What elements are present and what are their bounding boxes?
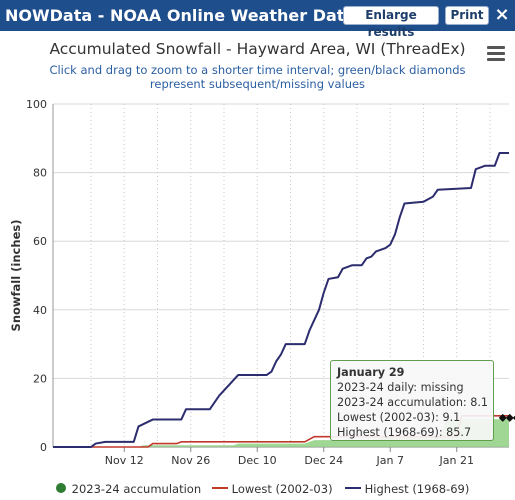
x-tick-label: Dec 24 [304,454,343,467]
x-tick-label: Jan 21 [439,454,474,467]
legend-circle-icon [56,483,66,493]
chart-title: Accumulated Snowfall - Hayward Area, WI … [49,40,466,58]
highest-series-line [53,152,509,448]
missing-value-marker [498,413,507,422]
tooltip-date: January 29 [337,366,405,379]
legend-item-highest[interactable]: Highest (1968-69) [345,482,469,496]
chart-subtitle: Click and drag to zoom to a shorter time… [49,63,466,91]
x-tick-label: Nov 12 [105,454,144,467]
legend-label-highest: Highest (1968-69) [364,482,470,496]
y-tick-label: 100 [26,98,47,111]
y-tick-label: 60 [33,235,47,248]
legend-line-icon [212,487,228,489]
hamburger-menu-icon[interactable] [487,46,505,62]
legend-label-accumulation: 2023-24 accumulation [71,482,202,496]
x-tick-label: Dec 10 [238,454,277,467]
chart-tooltip: January 29 2023-24 daily: missing 2023-2… [330,360,494,441]
y-tick-label: 20 [33,372,47,385]
tooltip-highest: Highest (1968-69): 85.7 [337,426,472,439]
legend-item-accumulation[interactable]: 2023-24 accumulation [54,482,201,496]
tooltip-lowest: Lowest (2002-03): 9.1 [337,411,461,424]
y-tick-label: 40 [33,304,47,317]
tooltip-daily: 2023-24 daily: missing [337,381,464,394]
legend-item-lowest[interactable]: Lowest (2002-03) [212,482,333,496]
tooltip-accumulation: 2023-24 accumulation: 8.1 [337,396,489,409]
close-icon[interactable]: × [494,4,510,25]
enlarge-results-button[interactable]: Enlarge results [343,6,439,39]
y-axis-title: Snowfall (inches) [9,220,23,332]
legend-line-icon [345,487,361,489]
app-title: NOWData - NOAA Online Weather Data [5,6,356,25]
print-button[interactable]: Print [445,6,489,25]
missing-value-marker [505,413,514,422]
missing-value-marker [512,415,515,421]
y-tick-label: 80 [33,167,47,180]
title-bar: NOWData - NOAA Online Weather Data Enlar… [0,0,515,39]
y-tick-label: 0 [40,441,47,454]
x-tick-label: Nov 26 [171,454,210,467]
x-tick-label: Jan 7 [376,454,404,467]
legend-label-lowest: Lowest (2002-03) [231,482,333,496]
